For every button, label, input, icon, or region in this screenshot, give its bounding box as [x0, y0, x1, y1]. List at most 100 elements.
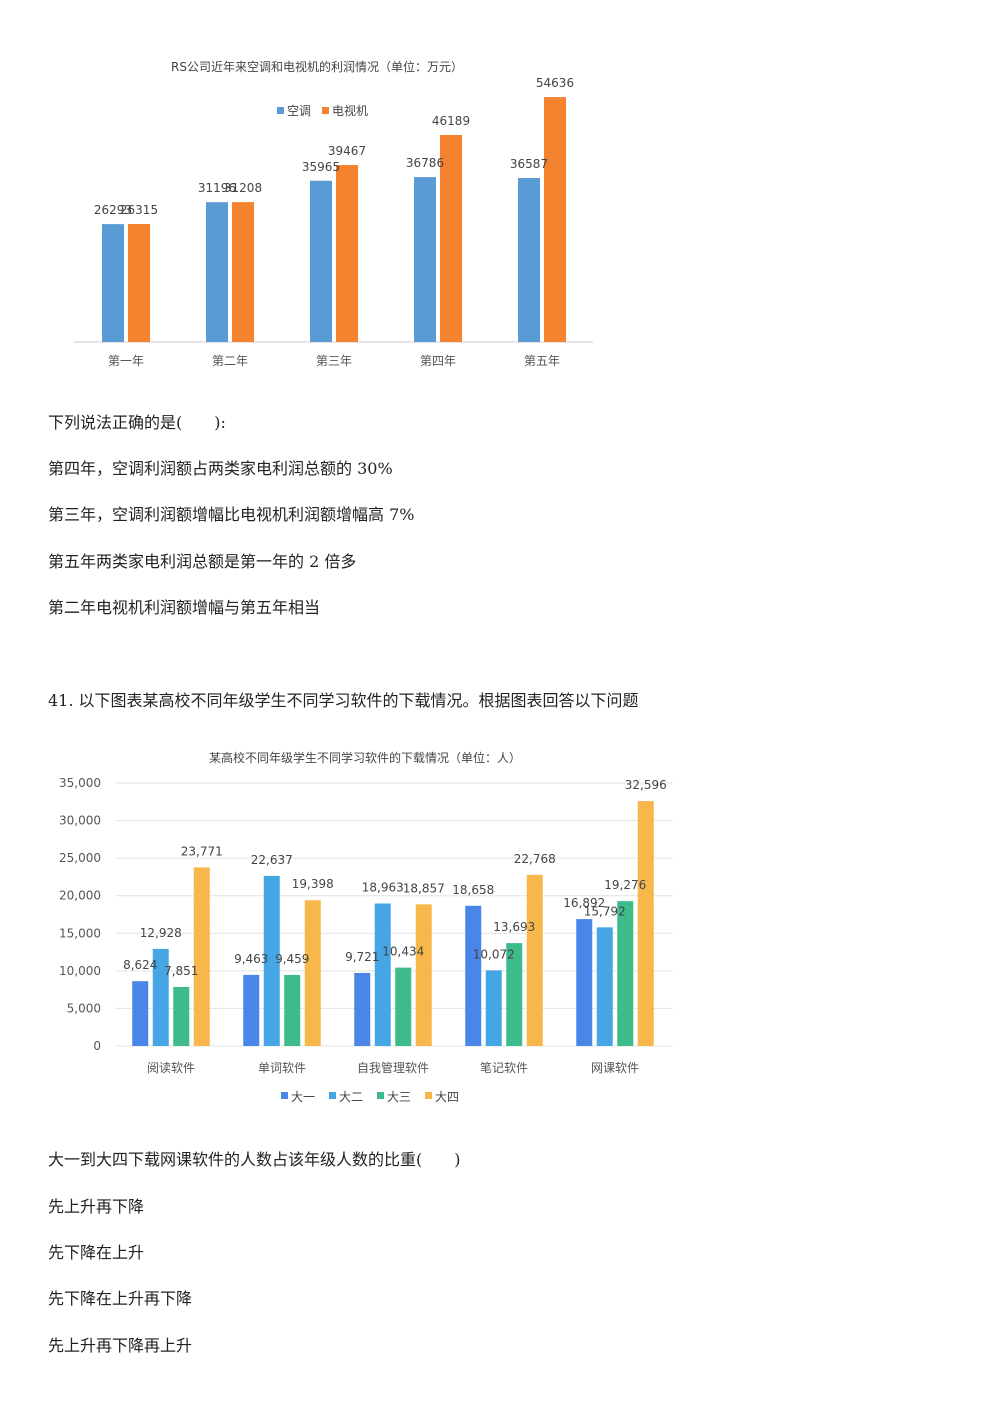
- chart1-x-ticks: 第一年 第二年 第三年 第四年 第五年: [108, 354, 560, 368]
- legend-label-y3: 大三: [387, 1090, 411, 1104]
- bar-y1-4: [465, 905, 482, 1046]
- value-label-tv-1: 26315: [120, 203, 158, 217]
- value-label-y2-2: 22,637: [251, 853, 293, 867]
- legend-swatch-tv: [322, 107, 329, 114]
- x-tick-4: 第四年: [420, 354, 456, 368]
- profit-bar-chart: RS公司近年来空调和电视机的利润情况（单位：万元） 空调 电视机 2629326…: [74, 59, 593, 368]
- value-label-aircon-3: 35965: [302, 160, 340, 174]
- question2-option-a[interactable]: 先上升再下降: [48, 1197, 145, 1216]
- bar-aircon-4: [414, 177, 436, 342]
- x-tick-5: 第五年: [524, 354, 560, 368]
- value-label-y1-5: 16,892: [563, 896, 605, 910]
- bar-tv-3: [336, 165, 358, 342]
- value-label-y4-3: 18,857: [403, 881, 445, 895]
- question2-option-b[interactable]: 先下降在上升: [48, 1243, 145, 1262]
- y-tick-4: 20,000: [59, 889, 101, 903]
- value-label-y4-2: 19,398: [292, 877, 334, 891]
- question2-prompt: 大一到大四下载网课软件的人数占该年级人数的比重( ): [48, 1150, 461, 1169]
- legend-label-y1: 大一: [291, 1090, 315, 1104]
- question1-option-a[interactable]: 第四年，空调利润额占两类家电利润总额的 30%: [48, 459, 393, 478]
- chart2-title: 某高校不同年级学生不同学习软件的下载情况（单位：人）: [209, 750, 521, 765]
- y-tick-1: 5,000: [67, 1001, 101, 1015]
- bar-y3-5: [617, 901, 634, 1046]
- bar-aircon-2: [206, 202, 228, 342]
- bar-y3-1: [173, 987, 190, 1046]
- question2-option-d[interactable]: 先上升再下降再上升: [48, 1336, 193, 1355]
- bar-y2-3: [374, 903, 391, 1046]
- chart2-bars: [132, 801, 654, 1046]
- bar-tv-2: [232, 202, 254, 342]
- download-bar-chart: 某高校不同年级学生不同学习软件的下载情况（单位：人） 0 5,000 10,000 1…: [59, 750, 673, 1104]
- question1-option-b[interactable]: 第三年，空调利润额增幅比电视机利润额增幅高 7%: [48, 505, 415, 524]
- value-label-y2-3: 18,963: [362, 881, 404, 895]
- value-label-y1-4: 18,658: [452, 883, 494, 897]
- legend-label-tv: 电视机: [332, 103, 368, 118]
- value-label-y3-4: 13,693: [493, 920, 535, 934]
- bar-y3-4: [506, 943, 523, 1046]
- legend-swatch-y2: [329, 1092, 336, 1099]
- value-label-y2-5: 15,792: [584, 904, 626, 918]
- value-label-aircon-1: 26293: [94, 203, 132, 217]
- bar-y4-4: [526, 874, 543, 1046]
- x-tick-5: 网课软件: [591, 1061, 639, 1075]
- bar-y1-3: [354, 972, 371, 1046]
- chart1-bars: [102, 97, 566, 342]
- value-label-y1-1: 8,624: [123, 958, 157, 972]
- value-label-aircon-4: 36786: [406, 156, 444, 170]
- bar-tv-1: [128, 224, 150, 342]
- bar-y4-2: [304, 900, 321, 1046]
- bar-y1-2: [243, 974, 260, 1046]
- legend-swatch-y1: [281, 1092, 288, 1099]
- legend-swatch-y4: [425, 1092, 432, 1099]
- bar-y2-2: [263, 875, 280, 1046]
- question1-option-d[interactable]: 第二年电视机利润额增幅与第五年相当: [48, 598, 321, 617]
- chart2-legend: 大一 大二 大三 大四: [281, 1090, 459, 1104]
- question2-heading: 41. 以下图表某高校不同年级学生不同学习软件的下载情况。根据图表回答以下问题: [48, 691, 639, 710]
- value-label-tv-4: 46189: [432, 114, 470, 128]
- value-label-y1-3: 9,721: [345, 950, 379, 964]
- x-tick-3: 第三年: [316, 354, 352, 368]
- question1-option-c[interactable]: 第五年两类家电利润总额是第一年的 2 倍多: [48, 552, 357, 571]
- value-label-tv-5: 54636: [536, 76, 574, 90]
- legend-label-y4: 大四: [435, 1090, 459, 1104]
- legend-swatch-y3: [377, 1092, 384, 1099]
- y-tick-0: 0: [93, 1039, 101, 1053]
- x-tick-3: 自我管理软件: [357, 1060, 429, 1075]
- legend-swatch-aircon: [277, 107, 284, 114]
- legend-label-aircon: 空调: [287, 104, 311, 118]
- value-label-y2-1: 12,928: [140, 926, 182, 940]
- value-label-y2-4: 10,072: [473, 947, 515, 961]
- x-tick-1: 第一年: [108, 354, 144, 368]
- value-label-y3-2: 9,459: [275, 952, 309, 966]
- x-tick-4: 笔记软件: [480, 1060, 528, 1075]
- value-label-aircon-5: 36587: [510, 157, 548, 171]
- bar-y3-3: [395, 967, 412, 1046]
- bar-y2-1: [152, 948, 169, 1046]
- y-tick-3: 15,000: [59, 926, 101, 940]
- question2-option-c[interactable]: 先下降在上升再下降: [48, 1289, 193, 1308]
- x-tick-2: 单词软件: [258, 1061, 306, 1075]
- bar-tv-4: [440, 134, 462, 342]
- bar-y4-1: [193, 867, 210, 1046]
- value-label-y3-3: 10,434: [382, 945, 424, 959]
- bar-y4-5: [637, 801, 654, 1046]
- bar-aircon-3: [310, 180, 332, 342]
- value-label-y3-1: 7,851: [164, 964, 198, 978]
- y-tick-7: 35,000: [59, 776, 101, 790]
- x-tick-2: 第二年: [212, 354, 248, 368]
- value-label-tv-3: 39467: [328, 144, 366, 158]
- chart2-x-ticks: 阅读软件 单词软件 自我管理软件 笔记软件 网课软件: [147, 1060, 639, 1075]
- bar-y2-4: [485, 970, 502, 1046]
- bar-y2-5: [596, 927, 613, 1046]
- value-label-tv-2: 31208: [224, 181, 262, 195]
- value-label-y4-1: 23,771: [181, 844, 223, 858]
- bar-y4-3: [415, 904, 432, 1046]
- chart1-legend: 空调 电视机: [277, 103, 368, 118]
- legend-label-y2: 大二: [339, 1090, 363, 1104]
- value-label-y4-4: 22,768: [514, 852, 556, 866]
- bar-aircon-5: [518, 177, 540, 342]
- value-label-aircon-2: 31196: [198, 181, 236, 195]
- y-tick-6: 30,000: [59, 814, 101, 828]
- y-tick-5: 25,000: [59, 851, 101, 865]
- chart1-title: RS公司近年来空调和电视机的利润情况（单位：万元）: [171, 59, 463, 74]
